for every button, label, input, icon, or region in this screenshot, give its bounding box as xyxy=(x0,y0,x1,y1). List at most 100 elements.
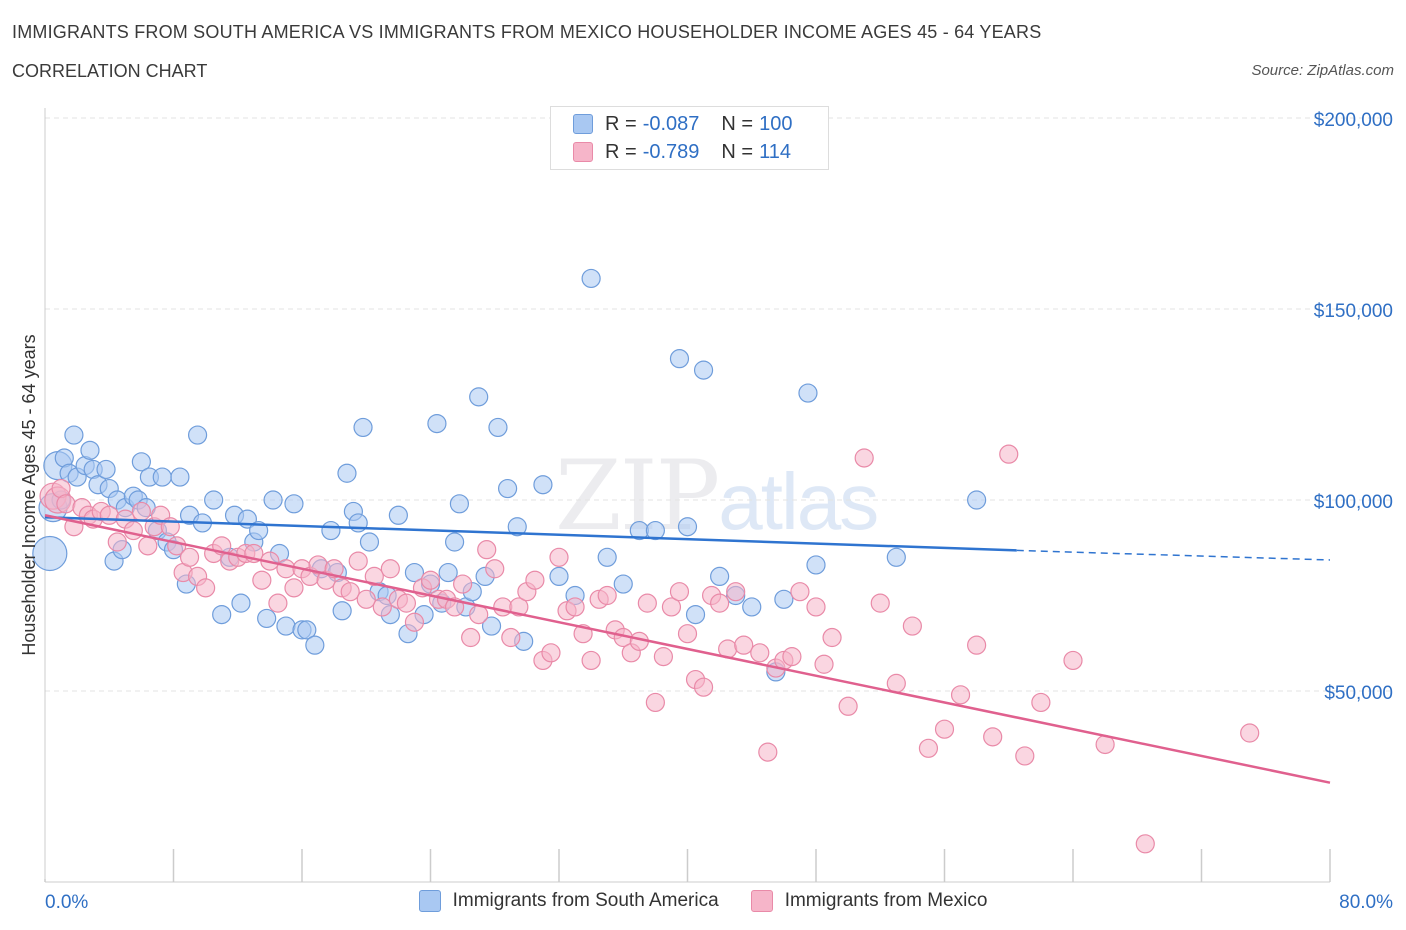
point-south-america xyxy=(32,535,68,572)
point-mexico xyxy=(138,536,158,556)
point-mexico xyxy=(340,582,360,602)
point-mexico xyxy=(268,593,288,613)
legend-item-south-america[interactable]: Immigrants from South America xyxy=(418,890,719,912)
point-south-america xyxy=(449,494,470,514)
point-south-america xyxy=(212,604,232,625)
point-mexico xyxy=(902,616,922,636)
point-mexico xyxy=(581,650,601,671)
point-south-america xyxy=(533,475,553,495)
legend-r-label: R = xyxy=(605,140,637,163)
point-south-america xyxy=(438,562,458,583)
point-mexico xyxy=(469,604,489,625)
point-south-america xyxy=(131,452,151,472)
correlation-legend: R = -0.087 N = 100 R = -0.789 N = 114 xyxy=(550,106,829,170)
point-mexico xyxy=(477,540,497,560)
point-south-america xyxy=(427,414,447,434)
point-mexico xyxy=(758,742,778,762)
point-mexico xyxy=(541,643,561,663)
point-mexico xyxy=(420,570,441,590)
legend-n-value: 114 xyxy=(759,140,791,163)
point-mexico xyxy=(404,612,425,632)
point-south-america xyxy=(305,635,325,655)
point-south-america xyxy=(481,616,502,636)
point-south-america xyxy=(806,555,826,575)
point-mexico xyxy=(453,574,473,594)
point-south-america xyxy=(64,425,84,445)
point-mexico xyxy=(637,593,657,613)
y-tick-label: $50,000 xyxy=(1324,683,1393,704)
point-mexico xyxy=(782,647,802,667)
point-mexico xyxy=(123,520,143,541)
point-south-america xyxy=(581,268,601,289)
point-mexico xyxy=(645,692,665,713)
point-mexico xyxy=(950,685,971,705)
legend-swatch-blue xyxy=(573,114,593,134)
point-mexico xyxy=(750,643,770,663)
point-south-america xyxy=(276,616,296,636)
point-mexico xyxy=(693,677,714,697)
legend-n-label: N = xyxy=(721,140,754,163)
point-mexico xyxy=(1063,650,1083,671)
series-legend: Immigrants from South America Immigrants… xyxy=(0,890,1406,912)
point-mexico xyxy=(999,444,1019,464)
x-tick-label-min: 0.0% xyxy=(45,892,88,913)
point-mexico xyxy=(179,547,200,567)
y-tick-label: $200,000 xyxy=(1314,110,1393,131)
point-mexico xyxy=(276,559,296,579)
point-south-america xyxy=(613,574,633,594)
point-mexico xyxy=(1240,723,1260,743)
point-south-america xyxy=(742,597,762,617)
legend-r-value: -0.087 xyxy=(642,112,700,135)
x-tick-label-max: 80.0% xyxy=(1339,892,1393,913)
point-south-america xyxy=(284,494,304,514)
watermark: ZIPatlas xyxy=(555,440,879,552)
point-south-america xyxy=(337,463,357,483)
point-mexico xyxy=(252,570,272,590)
point-mexico xyxy=(814,654,834,674)
point-mexico xyxy=(983,727,1003,747)
point-mexico xyxy=(934,719,955,739)
point-mexico xyxy=(196,578,216,598)
point-mexico xyxy=(493,597,513,617)
point-south-america xyxy=(549,566,569,587)
point-south-america xyxy=(677,517,698,537)
gridlines xyxy=(45,117,1390,692)
point-south-america xyxy=(404,562,425,583)
point-south-america xyxy=(645,520,665,541)
point-south-america xyxy=(170,467,190,487)
point-south-america xyxy=(96,459,116,480)
point-mexico xyxy=(284,578,304,598)
point-south-america xyxy=(249,520,269,541)
legend-n-value: 100 xyxy=(759,112,793,135)
point-mexico xyxy=(549,547,569,567)
chart-subtitle: CORRELATION CHART xyxy=(12,61,208,81)
point-mexico xyxy=(99,505,119,525)
point-mexico xyxy=(461,627,481,648)
point-mexico xyxy=(822,627,842,648)
point-mexico xyxy=(806,597,826,617)
legend-label-mexico: Immigrants from Mexico xyxy=(784,890,988,911)
trend-line-mexico xyxy=(44,514,1331,784)
point-mexico xyxy=(726,582,746,602)
point-south-america xyxy=(231,593,251,613)
point-mexico xyxy=(485,559,505,579)
legend-swatch-blue xyxy=(418,890,441,912)
point-mexico xyxy=(1031,692,1051,713)
point-mexico xyxy=(107,532,127,552)
point-south-america xyxy=(353,417,373,438)
y-axis-title: Householder Income Ages 45 - 64 years xyxy=(19,334,39,655)
point-mexico xyxy=(870,593,890,613)
point-mexico xyxy=(838,696,858,716)
point-mexico xyxy=(710,593,730,613)
point-south-america xyxy=(507,517,527,537)
point-south-america xyxy=(388,505,408,525)
point-mexico xyxy=(565,597,585,617)
point-south-america xyxy=(693,360,714,380)
legend-item-mexico[interactable]: Immigrants from Mexico xyxy=(750,890,988,912)
point-mexico xyxy=(790,582,810,602)
point-mexico xyxy=(364,566,384,587)
point-south-america xyxy=(359,532,380,552)
point-mexico xyxy=(348,551,368,571)
point-mexico xyxy=(372,597,392,617)
